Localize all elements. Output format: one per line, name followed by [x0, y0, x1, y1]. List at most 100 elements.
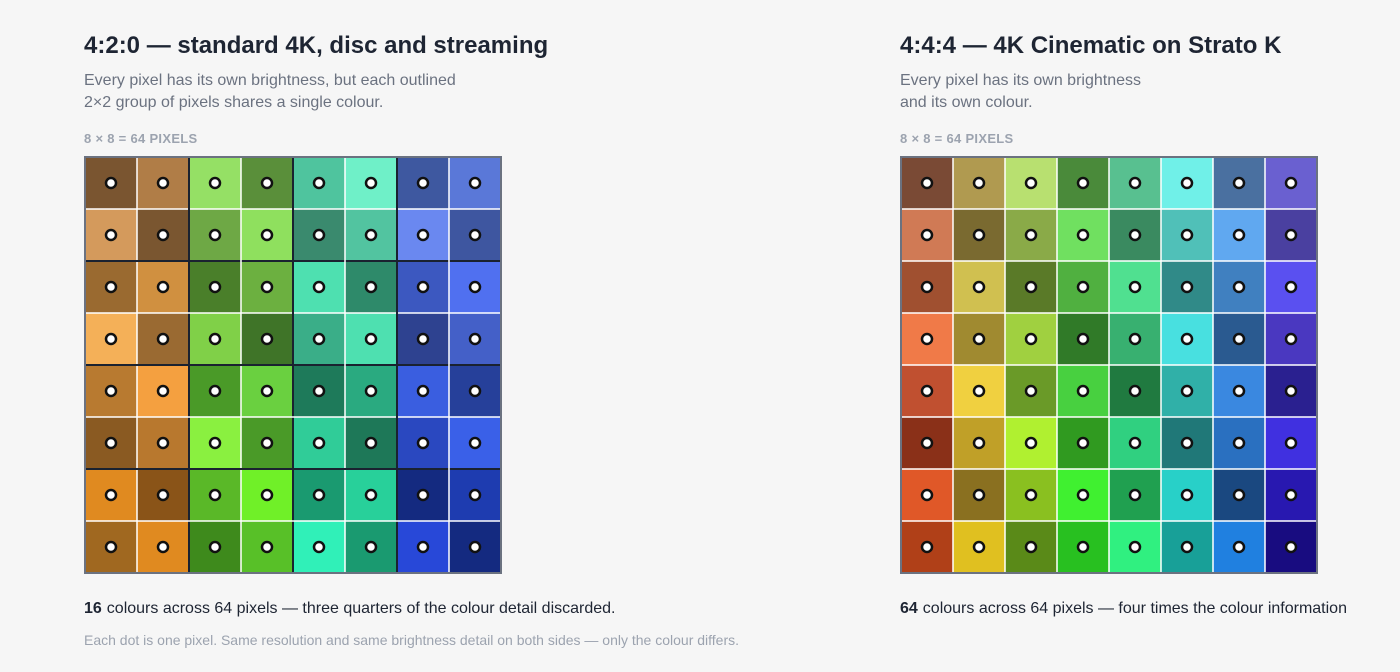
pixel-dot [104, 384, 118, 398]
pixel-dot [1076, 176, 1090, 190]
pixel-dot [1024, 436, 1038, 450]
pixel-dot [1024, 332, 1038, 346]
pixel-dot [364, 384, 378, 398]
pixel-dot [260, 176, 274, 190]
pixel-dot [104, 540, 118, 554]
pixel-dot [1284, 488, 1298, 502]
pixel-dot [1232, 540, 1246, 554]
pixel-dot [312, 332, 326, 346]
pixel-dot [416, 176, 430, 190]
pixel-dot [1076, 384, 1090, 398]
pixel-dot [416, 280, 430, 294]
pixel-dot [1128, 488, 1142, 502]
pixel-dot [208, 436, 222, 450]
pixel-dot [364, 176, 378, 190]
pixel-dot [1024, 280, 1038, 294]
pixel-dot [260, 540, 274, 554]
pixel-dot [312, 540, 326, 554]
pixel-dot [920, 540, 934, 554]
pixel-dot [1180, 280, 1194, 294]
pixel-dot [468, 384, 482, 398]
pixel-dot [416, 436, 430, 450]
pixel-dot [1232, 436, 1246, 450]
pixel-dot [972, 332, 986, 346]
pixel-dot [1024, 540, 1038, 554]
pixel-dot [1232, 488, 1246, 502]
caption-text: colours across 64 pixels — three quarter… [106, 600, 616, 617]
pixel-dot [1076, 332, 1090, 346]
panel-title: 4:4:4 — 4K Cinematic on Strato K [900, 32, 1282, 59]
pixel-dot [312, 384, 326, 398]
caption-text: colours across 64 pixels — four times th… [922, 600, 1347, 617]
pixel-dot [1076, 488, 1090, 502]
pixel-dot [1180, 436, 1194, 450]
pixel-dot [1024, 488, 1038, 502]
pixel-dot [1284, 384, 1298, 398]
grid-border [900, 156, 1318, 574]
panel-title: 4:2:0 — standard 4K, disc and streaming [84, 32, 549, 59]
pixel-dot [468, 436, 482, 450]
colour-count: 64 [900, 600, 918, 617]
pixel-dot [260, 228, 274, 242]
pixel-dot [104, 228, 118, 242]
pixel-dot [972, 540, 986, 554]
pixel-dot [1076, 540, 1090, 554]
pixel-dot [1180, 332, 1194, 346]
pixel-dot [1232, 384, 1246, 398]
description-line: and its own colour. [900, 94, 1033, 111]
pixel-dot [208, 228, 222, 242]
pixel-dot [920, 280, 934, 294]
pixel-dot [156, 384, 170, 398]
pixel-dot [920, 436, 934, 450]
pixel-dot [364, 488, 378, 502]
pixel-dot [312, 488, 326, 502]
pixel-dot [920, 384, 934, 398]
caption: 64 colours across 64 pixels — four times … [900, 600, 1347, 618]
pixel-dot [1128, 176, 1142, 190]
pixel-dot [104, 332, 118, 346]
pixel-dot [260, 280, 274, 294]
pixel-dot [1024, 228, 1038, 242]
pixel-dot [208, 384, 222, 398]
pixel-dot [972, 228, 986, 242]
pixel-dot [972, 436, 986, 450]
pixel-dot [312, 228, 326, 242]
pixel-dot [364, 436, 378, 450]
pixel-dot [1284, 280, 1298, 294]
pixel-dot [104, 488, 118, 502]
pixel-dot [1180, 384, 1194, 398]
pixel-dot [208, 332, 222, 346]
pixel-dot [364, 540, 378, 554]
pixel-dot [312, 280, 326, 294]
grid-border [84, 156, 502, 574]
pixel-dot [972, 280, 986, 294]
pixel-dot [468, 332, 482, 346]
pixel-dot [1232, 280, 1246, 294]
pixel-dot [1076, 436, 1090, 450]
pixel-dot [416, 488, 430, 502]
pixel-dot [1128, 384, 1142, 398]
pixel-dot [104, 436, 118, 450]
pixel-dot [920, 332, 934, 346]
pixel-dot [260, 488, 274, 502]
pixel-dot [208, 488, 222, 502]
pixel-dot [416, 332, 430, 346]
pixel-dot [364, 228, 378, 242]
pixel-dot [104, 280, 118, 294]
pixel-dot [1180, 228, 1194, 242]
pixel-dot [416, 228, 430, 242]
pixel-dot [1024, 384, 1038, 398]
pixel-dot [1284, 176, 1298, 190]
colour-count: 16 [84, 600, 102, 617]
pixel-dot [468, 176, 482, 190]
pixel-dot [1232, 228, 1246, 242]
pixel-dot [1284, 436, 1298, 450]
pixel-dot [1284, 540, 1298, 554]
pixel-dot [1128, 280, 1142, 294]
pixel-grid [84, 156, 502, 574]
pixel-dot [1180, 176, 1194, 190]
pixel-dot [1076, 228, 1090, 242]
grid-label: 8 × 8 = 64 PIXELS [84, 131, 198, 146]
description-line: 2×2 group of pixels shares a single colo… [84, 94, 384, 111]
pixel-dot [1284, 332, 1298, 346]
